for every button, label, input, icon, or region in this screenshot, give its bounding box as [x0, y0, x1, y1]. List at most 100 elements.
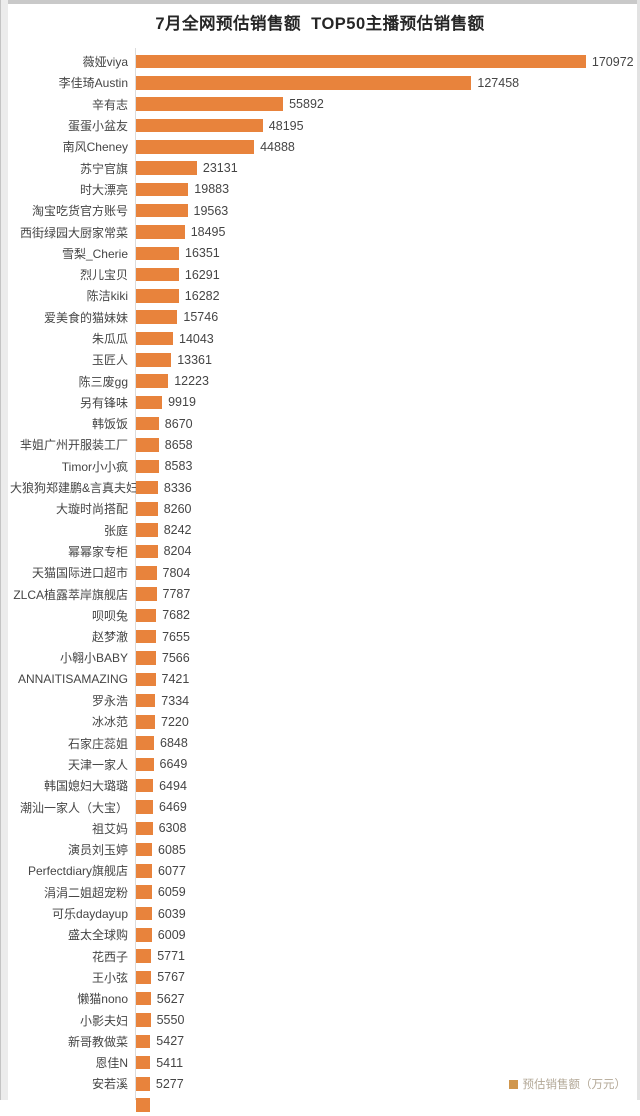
value-label: 6469 [159, 800, 187, 815]
chart-row: 雪梨_Cherie 16351 [10, 243, 636, 264]
category-label: 辛有志 [91, 97, 128, 112]
bar [136, 842, 152, 857]
category-label: 冰冰范 [91, 715, 128, 730]
bar [136, 54, 586, 69]
bar [136, 459, 159, 474]
chart-row: 祖艾妈 6308 [10, 818, 636, 839]
bar [136, 246, 179, 261]
value-label: 7787 [162, 587, 191, 602]
value-label: 14043 [179, 331, 214, 346]
bar [136, 140, 255, 154]
category-label: 天津一家人 [67, 757, 128, 772]
chart-row: 玉匠人 13361 [10, 349, 636, 370]
category-label: ANNAITISAMAZING [17, 672, 128, 687]
category-label: 淘宝吃货官方账号 [31, 204, 128, 219]
category-label: 可乐daydayup [51, 907, 128, 922]
chart-row: Timor小小疯 8583 [10, 456, 636, 477]
value-label: 7655 [162, 629, 190, 644]
chart-row: 西街绿园大厨家常菜 18495 [10, 221, 636, 242]
chart-row: 薇娅viya 170972 [10, 51, 636, 72]
value-label: 48195 [268, 118, 304, 133]
chart-row: 王小弦 5767 [10, 967, 636, 988]
value-label: 7220 [161, 714, 189, 729]
category-label: 李佳琦Austin [58, 76, 128, 91]
bar [136, 225, 185, 239]
category-label: 小翱小BABY [59, 651, 128, 666]
category-label: 小影夫妇 [79, 1013, 128, 1028]
chart-row: 苏宁官旗 23131 [10, 157, 636, 178]
value-label: 5427 [156, 1034, 185, 1049]
chart-row: 石家庄蕊姐 6848 [10, 733, 636, 754]
category-label: 苏宁官旗 [79, 161, 128, 176]
category-label: 陈洁kiki [86, 289, 128, 304]
value-label: 5277 [155, 1076, 184, 1091]
category-label: 芈姐广州开服装工厂 [19, 438, 128, 453]
chart-row-clipped [10, 1095, 636, 1116]
bar [136, 864, 152, 878]
value-label: 6077 [158, 863, 186, 878]
category-label: 石家庄蕊姐 [67, 736, 128, 751]
chart-row: 朱瓜瓜 14043 [10, 328, 636, 349]
value-label: 8242 [163, 523, 192, 538]
category-label: 韩国媳妇大璐璐 [43, 779, 128, 794]
chart-row: 韩国媳妇大璐璐 6494 [10, 775, 636, 796]
axis-baseline [135, 48, 136, 1100]
chart-row: 幂幂家专柜 8204 [10, 541, 636, 562]
bar [136, 629, 157, 644]
bar [136, 757, 154, 772]
category-label: 雪梨_Cherie [61, 246, 128, 261]
bar [136, 118, 263, 133]
category-label: 薇娅viya [82, 55, 128, 70]
value-label: 7804 [162, 565, 191, 580]
value-label: 8204 [163, 544, 192, 559]
chart-row: 芈姐广州开服装工厂 8658 [10, 434, 636, 455]
chart-row: 另有锋味 9919 [10, 392, 636, 413]
value-label: 12223 [174, 374, 209, 389]
chart-row: 小影夫妇 5550 [10, 1009, 636, 1030]
chart-row: 涓涓二姐超宠粉 6059 [10, 882, 636, 903]
bar [136, 438, 159, 452]
bar [136, 267, 179, 282]
value-label: 19563 [193, 203, 229, 218]
bar [136, 203, 188, 218]
chart-row: 张庭 8242 [10, 520, 636, 541]
value-label: 5411 [156, 1055, 184, 1070]
category-label: 天猫国际进口超市 [31, 566, 128, 581]
chart-row: 爱美食的猫妹妹 15746 [10, 307, 636, 328]
value-label: 19883 [194, 182, 230, 197]
bar [136, 1055, 151, 1070]
bar [136, 544, 158, 559]
value-label: 9919 [168, 395, 196, 410]
bar [136, 395, 163, 410]
chart-row: 蛋蛋小盆友 48195 [10, 115, 636, 136]
bar [136, 672, 156, 686]
value-label: 5627 [156, 991, 185, 1006]
category-label: 南风Cheney [62, 140, 128, 155]
value-label: 13361 [177, 352, 212, 367]
chart-legend: 预估销售额（万元） [508, 1076, 626, 1092]
bar [136, 310, 178, 324]
category-label: 花西子 [91, 949, 128, 964]
category-label: 懒猫nono [77, 992, 128, 1007]
bar [136, 970, 152, 985]
value-label: 7334 [161, 693, 190, 708]
bar [136, 651, 156, 665]
value-label: 23131 [202, 161, 238, 176]
chart-row: 韩饭饭 8670 [10, 413, 636, 434]
chart-row: 时大漂亮 19883 [10, 179, 636, 200]
frame-edge-right [637, 0, 640, 1100]
value-label: 8670 [164, 416, 193, 431]
bar [136, 566, 157, 580]
frame-edge-top [0, 0, 640, 4]
category-label: Perfectdiary旗舰店 [27, 864, 128, 879]
bar [136, 991, 151, 1006]
value-label: 6308 [158, 821, 187, 836]
bar [136, 182, 189, 197]
value-label: 44888 [260, 139, 295, 154]
chart-row: 懒猫nono 5627 [10, 988, 636, 1009]
bar [136, 161, 197, 175]
chart-row: 陈三废gg 12223 [10, 370, 636, 391]
bar-chart: 薇娅viya 170972 李佳琦Austin 127458 辛有志 55892 蛋蛋小盆友… [10, 51, 636, 1116]
bar [136, 949, 152, 963]
category-label: 西街绿园大厨家常菜 [19, 225, 128, 240]
